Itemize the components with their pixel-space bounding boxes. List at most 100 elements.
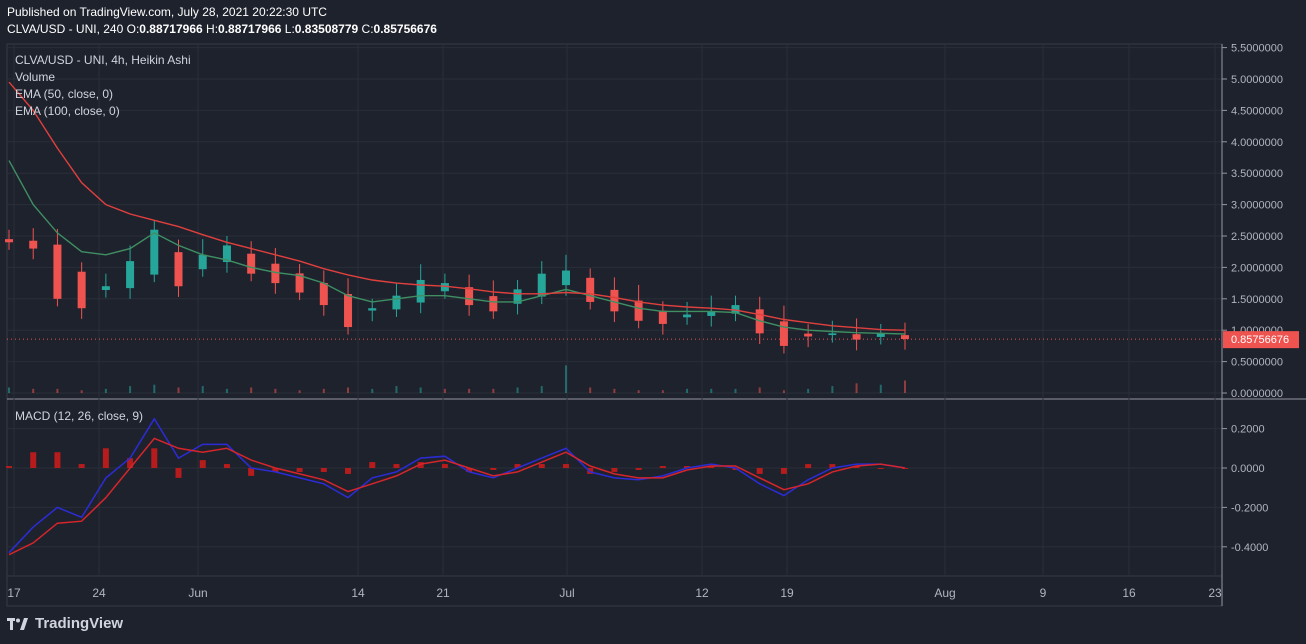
candle-body (876, 333, 885, 337)
macd-histogram-bar (514, 464, 521, 468)
candle-body (222, 245, 231, 263)
macd-histogram-bar (684, 466, 691, 468)
candle-body (77, 271, 86, 309)
volume-bar (516, 387, 519, 393)
volume-bar (201, 386, 204, 393)
macd-histogram-bar (466, 468, 473, 472)
volume-bar (347, 387, 350, 393)
macd-histogram-bar (272, 468, 279, 472)
candle-body (319, 282, 328, 306)
candle-body (53, 244, 62, 299)
macd-histogram-bar (393, 464, 400, 468)
ohlc-close-label: C: (361, 22, 374, 36)
volume-bar (831, 386, 834, 393)
published-info: Published on TradingView.com, July 28, 2… (7, 5, 327, 19)
volume-bar (758, 387, 761, 393)
last-price-tag-label: 0.85756676 (1231, 334, 1289, 346)
macd-axis-label: -0.4000 (1231, 542, 1268, 554)
macd-histogram-bar (78, 464, 85, 468)
volume-bar (153, 384, 156, 393)
ema50-line (8, 160, 906, 335)
candle-body (101, 286, 110, 290)
volume-bar (56, 388, 59, 393)
candle-body (247, 253, 256, 274)
price-axis-label: 5.0000000 (1231, 74, 1283, 86)
volume-bar (613, 388, 616, 393)
candle-body (658, 310, 667, 324)
volume-bar (492, 388, 495, 393)
macd-histogram-bar (805, 464, 812, 468)
macd-histogram-bar (417, 462, 424, 468)
time-axis-label: 9 (1040, 586, 1047, 600)
volume-bar (807, 388, 810, 393)
macd-histogram-bar (199, 460, 206, 468)
candle-body (779, 321, 788, 346)
tradingview-brand: TradingView (35, 615, 124, 632)
volume-bar (540, 386, 543, 393)
candle-body (174, 252, 183, 287)
macd-histogram-bar (248, 468, 255, 476)
candle-body (440, 283, 449, 292)
ohlc-low-label: L: (284, 22, 295, 36)
volume-bar (710, 388, 713, 393)
volume-bar (782, 390, 785, 393)
tradingview-logo-icon (7, 617, 28, 630)
candle-body (271, 263, 280, 284)
macd-histogram-bar (708, 466, 715, 468)
candle-body (29, 240, 38, 249)
macd-histogram-bar (345, 468, 352, 474)
ohlc-close-value: 0.85756676 (373, 22, 437, 36)
price-axis-label: 2.5000000 (1231, 231, 1283, 243)
candle-body (150, 229, 159, 275)
candle-body (295, 273, 304, 293)
volume-bar (177, 387, 180, 393)
price-axis-label: 4.5000000 (1231, 105, 1283, 117)
volume-bar (879, 384, 882, 393)
price-axis-label: 1.5000000 (1231, 294, 1283, 306)
time-axis-label: 16 (1122, 586, 1136, 600)
time-axis-label: 17 (7, 586, 21, 600)
ohlc-high-label: H: (206, 22, 219, 36)
macd-histogram-bar (611, 468, 618, 472)
volume-bar (395, 386, 398, 393)
candle-body (465, 287, 474, 306)
candle-body (852, 334, 861, 340)
candle-body (489, 296, 498, 312)
macd-histogram-bar (780, 468, 787, 474)
macd-histogram-bar (659, 466, 666, 468)
volume-bar (129, 386, 132, 393)
volume-bar (419, 387, 422, 393)
price-axis-label: 5.5000000 (1231, 43, 1283, 55)
price-axis-label: 4.0000000 (1231, 137, 1283, 149)
volume-bar (589, 387, 592, 393)
candle-body (126, 261, 135, 289)
volume-bar (225, 388, 228, 393)
candle-body (731, 305, 740, 314)
legend-title: CLVA/USD - UNI, 4h, Heikin Ashi (15, 53, 191, 67)
volume-bar (274, 388, 277, 393)
macd-histogram-bar (490, 468, 497, 470)
candle-body (344, 294, 353, 328)
symbol-interval: CLVA/USD - UNI, 240 (7, 22, 124, 36)
macd-histogram-bar (853, 466, 860, 468)
ema100-line (8, 81, 906, 331)
symbol-ohlc-line: CLVA/USD - UNI, 240 O:0.88717966 H:0.887… (7, 22, 437, 36)
volume-bar (104, 388, 107, 393)
ohlc-low-value: 0.83508779 (294, 22, 359, 36)
legend-macd: MACD (12, 26, close, 9) (15, 409, 144, 423)
volume-bar (371, 388, 374, 393)
candle-body (198, 254, 207, 270)
volume-bar (564, 365, 567, 393)
ohlc-open-label: O: (126, 22, 140, 36)
tradingview-logo[interactable]: TradingView (7, 615, 123, 632)
volume-bar (250, 387, 253, 393)
volume-bar (80, 390, 83, 393)
volume-bar (734, 388, 737, 393)
macd-histogram-bar (54, 452, 61, 468)
time-axis-label: 12 (695, 586, 709, 600)
volume-bar (661, 390, 664, 393)
macd-histogram-bar (877, 468, 884, 469)
time-axis-label: Jun (188, 586, 207, 600)
volume-bar (855, 383, 858, 393)
